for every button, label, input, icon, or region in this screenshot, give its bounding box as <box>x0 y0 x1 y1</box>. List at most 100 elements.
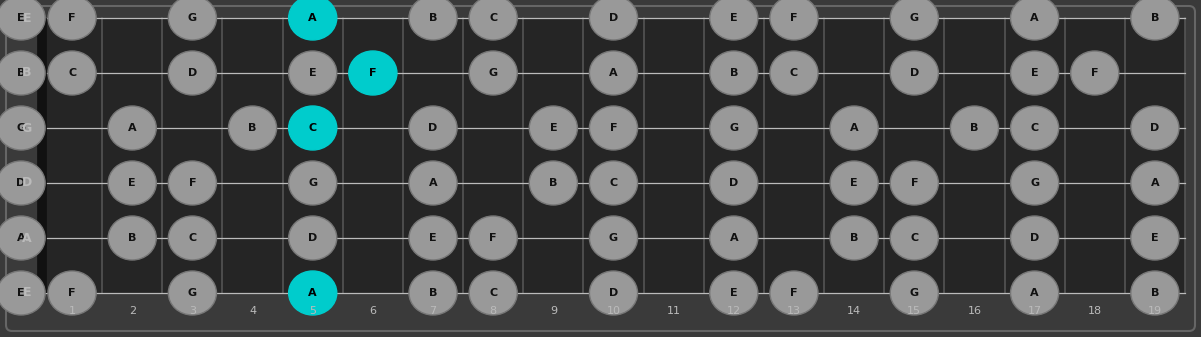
Text: G: G <box>1030 178 1039 188</box>
Ellipse shape <box>590 271 638 315</box>
Ellipse shape <box>590 161 638 205</box>
Ellipse shape <box>410 161 458 205</box>
Text: B: B <box>970 123 979 133</box>
Text: A: A <box>850 123 859 133</box>
Text: 2: 2 <box>129 306 136 315</box>
Ellipse shape <box>410 271 458 315</box>
Ellipse shape <box>590 216 638 260</box>
Text: B: B <box>730 68 737 78</box>
Text: C: C <box>489 13 497 23</box>
Text: 3: 3 <box>189 306 196 315</box>
Ellipse shape <box>890 0 938 40</box>
Ellipse shape <box>590 106 638 150</box>
Ellipse shape <box>0 51 46 95</box>
Text: 9: 9 <box>550 306 557 315</box>
Ellipse shape <box>108 106 156 150</box>
Text: G: G <box>909 13 919 23</box>
Text: D: D <box>609 288 619 298</box>
Text: B: B <box>549 178 557 188</box>
Ellipse shape <box>1010 216 1058 260</box>
Ellipse shape <box>0 161 46 205</box>
Text: G: G <box>187 13 197 23</box>
Text: F: F <box>68 288 76 298</box>
Text: A: A <box>1030 288 1039 298</box>
Text: F: F <box>610 123 617 133</box>
Text: F: F <box>1091 68 1099 78</box>
Ellipse shape <box>288 271 336 315</box>
Text: F: F <box>910 178 918 188</box>
Ellipse shape <box>348 51 398 95</box>
Text: 11: 11 <box>667 306 681 315</box>
Ellipse shape <box>410 216 458 260</box>
Text: F: F <box>490 233 497 243</box>
Text: B: B <box>429 288 437 298</box>
Text: 5: 5 <box>309 306 316 315</box>
Ellipse shape <box>590 51 638 95</box>
Text: G: G <box>909 288 919 298</box>
Text: D: D <box>309 233 317 243</box>
Ellipse shape <box>1131 161 1179 205</box>
Text: D: D <box>429 123 437 133</box>
Text: A: A <box>129 123 137 133</box>
Text: B: B <box>129 233 137 243</box>
Ellipse shape <box>890 271 938 315</box>
Ellipse shape <box>1010 0 1058 40</box>
Ellipse shape <box>710 106 758 150</box>
Text: B: B <box>249 123 257 133</box>
Ellipse shape <box>1010 106 1058 150</box>
Text: 12: 12 <box>727 306 741 315</box>
Text: A: A <box>22 232 31 245</box>
Text: E: E <box>17 13 25 23</box>
Ellipse shape <box>710 161 758 205</box>
Text: B: B <box>850 233 859 243</box>
Text: C: C <box>189 233 197 243</box>
Text: 19: 19 <box>1148 306 1163 315</box>
Text: 13: 13 <box>787 306 801 315</box>
Ellipse shape <box>108 216 156 260</box>
Ellipse shape <box>950 106 998 150</box>
Ellipse shape <box>530 161 578 205</box>
Ellipse shape <box>0 106 46 150</box>
Text: E: E <box>550 123 557 133</box>
Text: 8: 8 <box>490 306 497 315</box>
Text: A: A <box>729 233 739 243</box>
Text: 15: 15 <box>907 306 921 315</box>
Text: C: C <box>309 123 317 133</box>
Text: G: G <box>309 178 317 188</box>
Ellipse shape <box>770 271 818 315</box>
Text: D: D <box>609 13 619 23</box>
Text: A: A <box>429 178 437 188</box>
Ellipse shape <box>288 161 336 205</box>
Ellipse shape <box>470 0 518 40</box>
Text: E: E <box>129 178 136 188</box>
Ellipse shape <box>0 0 46 40</box>
Ellipse shape <box>410 106 458 150</box>
Text: A: A <box>1030 13 1039 23</box>
Text: A: A <box>309 13 317 23</box>
Text: 18: 18 <box>1088 306 1101 315</box>
Text: E: E <box>1030 68 1039 78</box>
Text: F: F <box>790 13 797 23</box>
Text: G: G <box>187 288 197 298</box>
Text: B: B <box>1151 288 1159 298</box>
Ellipse shape <box>410 0 458 40</box>
Ellipse shape <box>470 216 518 260</box>
Ellipse shape <box>48 51 96 95</box>
Text: B: B <box>1151 13 1159 23</box>
Ellipse shape <box>0 216 46 260</box>
Ellipse shape <box>288 51 336 95</box>
Ellipse shape <box>1010 271 1058 315</box>
Ellipse shape <box>770 0 818 40</box>
Ellipse shape <box>710 51 758 95</box>
Text: C: C <box>910 233 919 243</box>
Text: A: A <box>609 68 617 78</box>
Ellipse shape <box>890 216 938 260</box>
Ellipse shape <box>288 106 336 150</box>
Text: F: F <box>68 13 76 23</box>
Ellipse shape <box>1131 0 1179 40</box>
Text: D: D <box>909 68 919 78</box>
Text: G: G <box>17 123 25 133</box>
Text: E: E <box>17 288 25 298</box>
Text: B: B <box>429 13 437 23</box>
Text: E: E <box>23 11 31 25</box>
